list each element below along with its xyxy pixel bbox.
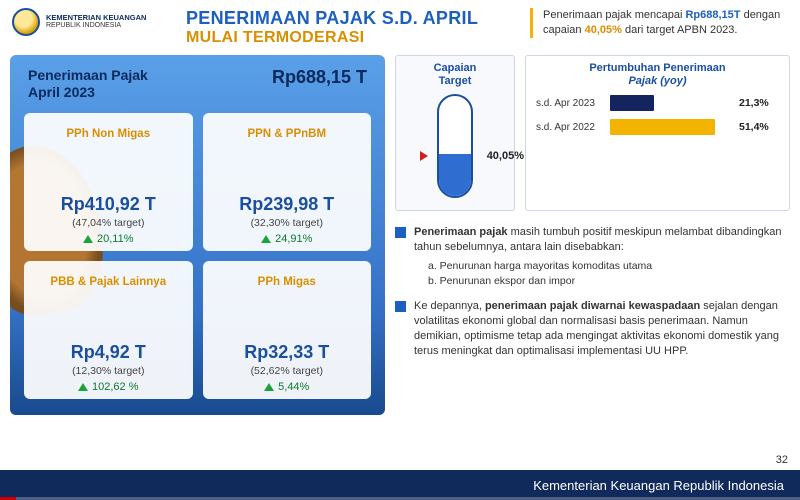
growth-chart: Pertumbuhan Penerimaan Pajak (yoy) s.d. … — [525, 55, 790, 211]
gauge-fill — [439, 154, 471, 196]
left-heading-label: Penerimaan Pajak April 2023 — [28, 67, 148, 101]
slide-title: PENERIMAAN PAJAK S.D. APRIL MULAI TERMOD… — [182, 8, 530, 47]
gauge-pill — [437, 94, 473, 198]
gauge-body: 40,05% — [432, 94, 478, 202]
note-text: Penerimaan pajak masih tumbuh positif me… — [414, 225, 790, 289]
bar-track — [610, 95, 733, 111]
card-value: Rp410,92 T — [34, 194, 183, 215]
card-value: Rp4,92 T — [34, 342, 183, 363]
gauge-title-l2: Target — [402, 75, 508, 88]
charts-row: Capaian Target 40,05% Pertumbuhan Peneri… — [395, 55, 790, 211]
growth-bar-row: s.d. Apr 2022 51,4% — [536, 119, 779, 135]
left-heading: Penerimaan Pajak April 2023 Rp688,15 T — [10, 55, 385, 107]
note-subitem: a. Penurunan harga mayoritas komoditas u… — [428, 259, 790, 273]
card-subtext: (47,04% target) — [34, 217, 183, 229]
gauge-title: Capaian Target — [402, 62, 508, 88]
title-line2: MULAI TERMODERASI — [186, 29, 530, 47]
left-label-l2: April 2023 — [28, 84, 148, 101]
growth-title: Pertumbuhan Penerimaan Pajak (yoy) — [536, 62, 779, 87]
bar-value: 51,4% — [739, 121, 779, 133]
main-content: Penerimaan Pajak April 2023 Rp688,15 T P… — [0, 51, 800, 415]
summary-post: dari target APBN 2023. — [622, 24, 738, 36]
card-title: PPN & PPnBM — [213, 121, 362, 149]
summary-amount: Rp688,15T — [685, 9, 740, 21]
card-value: Rp32,33 T — [213, 342, 362, 363]
gauge-title-l1: Capaian — [402, 62, 508, 75]
card-value: Rp239,98 T — [213, 194, 362, 215]
bar-label: s.d. Apr 2022 — [536, 122, 604, 133]
logo-area: KEMENTERIAN KEUANGAN REPUBLIK INDONESIA — [12, 8, 182, 36]
card-delta: 102,62 % — [34, 381, 183, 393]
card-subtext: (12,30% target) — [34, 365, 183, 377]
card-title: PBB & Pajak Lainnya — [34, 269, 183, 297]
ministry-line1: KEMENTERIAN KEUANGAN — [46, 13, 146, 22]
bar-track — [610, 119, 733, 135]
target-gauge: Capaian Target 40,05% — [395, 55, 515, 211]
note-item: Ke depannya, penerimaan pajak diwarnai k… — [395, 299, 790, 358]
growth-title-pre: Pertumbuhan Penerimaan — [589, 62, 725, 74]
growth-bars: s.d. Apr 2023 21,3% s.d. Apr 2022 51,4% — [536, 95, 779, 135]
note-item: Penerimaan pajak masih tumbuh positif me… — [395, 225, 790, 289]
square-bullet-icon — [395, 301, 406, 312]
right-column: Capaian Target 40,05% Pertumbuhan Peneri… — [395, 55, 790, 415]
note-text: Ke depannya, penerimaan pajak diwarnai k… — [414, 299, 790, 358]
square-bullet-icon — [395, 227, 406, 238]
card-delta: 5,44% — [213, 381, 362, 393]
growth-bar-row: s.d. Apr 2023 21,3% — [536, 95, 779, 111]
footer-text: Kementerian Keuangan Republik Indonesia — [533, 478, 784, 493]
left-total-value: Rp688,15 T — [272, 67, 367, 101]
left-label-l1: Penerimaan Pajak — [28, 67, 148, 84]
up-triangle-icon — [264, 383, 274, 391]
card-title: PPh Non Migas — [34, 121, 183, 149]
up-triangle-icon — [78, 383, 88, 391]
summary-pre: Penerimaan pajak mencapai — [543, 9, 685, 21]
tax-card: PPh Non Migas Rp410,92 T (47,04% target) 20… — [24, 113, 193, 251]
card-delta: 24,91% — [213, 233, 362, 245]
bar-fill — [610, 119, 715, 135]
header: KEMENTERIAN KEUANGAN REPUBLIK INDONESIA … — [0, 0, 800, 51]
card-delta: 20,11% — [34, 233, 183, 245]
summary-pct: 40,05% — [585, 24, 622, 36]
tax-card: PPh Migas Rp32,33 T (52,62% target) 5,44% — [203, 261, 372, 399]
bar-label: s.d. Apr 2023 — [536, 98, 604, 109]
growth-title-em: Pajak (yoy) — [628, 75, 686, 87]
tax-card: PPN & PPnBM Rp239,98 T (32,30% target) 24,9… — [203, 113, 372, 251]
gauge-marker-icon — [420, 151, 428, 161]
gauge-pct-label: 40,05% — [487, 150, 524, 162]
analysis-notes: Penerimaan pajak masih tumbuh positif me… — [395, 219, 790, 368]
bar-fill — [610, 95, 654, 111]
tax-cards-grid: PPh Non Migas Rp410,92 T (47,04% target) 20… — [10, 107, 385, 405]
bar-value: 21,3% — [739, 97, 779, 109]
card-subtext: (52,62% target) — [213, 365, 362, 377]
ministry-name: KEMENTERIAN KEUANGAN REPUBLIK INDONESIA — [46, 13, 146, 30]
card-subtext: (32,30% target) — [213, 217, 362, 229]
up-triangle-icon — [83, 235, 93, 243]
note-subitem: b. Penurunan ekspor dan impor — [428, 274, 790, 288]
footer-bar: Kementerian Keuangan Republik Indonesia — [0, 470, 800, 500]
note-sublist: a. Penurunan harga mayoritas komoditas u… — [428, 259, 790, 288]
card-title: PPh Migas — [213, 269, 362, 297]
header-summary: Penerimaan pajak mencapai Rp688,15T deng… — [530, 8, 788, 38]
left-panel: Penerimaan Pajak April 2023 Rp688,15 T P… — [10, 55, 385, 415]
ministry-logo-icon — [12, 8, 40, 36]
tax-card: PBB & Pajak Lainnya Rp4,92 T (12,30% targe… — [24, 261, 193, 399]
ministry-line2: REPUBLIK INDONESIA — [46, 22, 146, 30]
up-triangle-icon — [261, 235, 271, 243]
page-number: 32 — [776, 454, 788, 466]
title-line1: PENERIMAAN PAJAK S.D. APRIL — [186, 8, 530, 29]
